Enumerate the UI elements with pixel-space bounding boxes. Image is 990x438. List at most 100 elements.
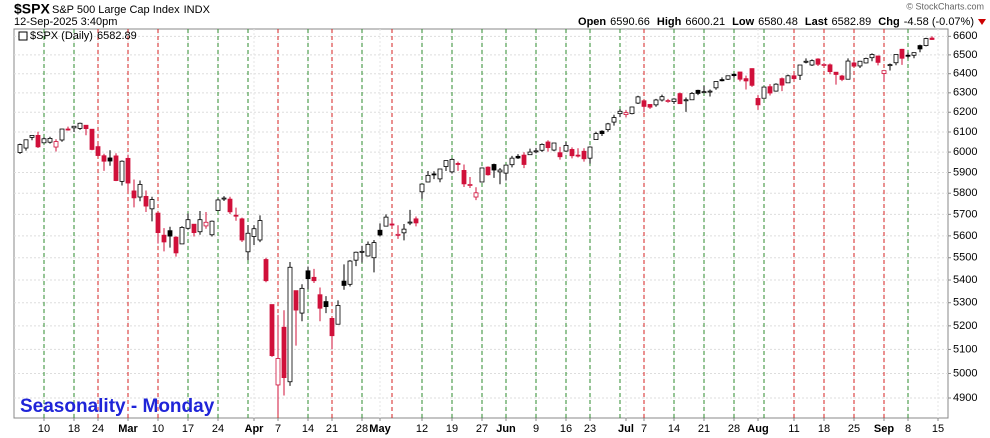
candle-body: [431, 173, 437, 176]
y-tick-label: 5300: [953, 297, 977, 309]
x-tick-label: Jul: [618, 423, 634, 435]
open-value: 6590.66: [610, 16, 650, 28]
candle-body: [29, 134, 35, 138]
candle-body: [779, 78, 785, 86]
candle-body: [677, 93, 683, 105]
candle-body: [323, 301, 329, 308]
candle-body: [905, 54, 911, 57]
candle-body: [419, 183, 425, 193]
candle-body: [185, 219, 191, 229]
candle-body: [809, 60, 815, 66]
x-tick-label: 24: [92, 423, 104, 435]
candle-body: [41, 138, 47, 144]
timestamp: 12-Sep-2025 3:40pm: [14, 16, 117, 28]
candle-body: [773, 83, 779, 92]
candle-body: [179, 227, 185, 245]
candle-body: [347, 260, 353, 285]
x-tick-label: 18: [818, 423, 830, 435]
x-tick-label: 11: [788, 423, 799, 435]
candle-body: [197, 219, 203, 233]
y-tick-label: 5500: [953, 252, 977, 264]
candle-body: [287, 266, 293, 383]
candle-body: [587, 146, 593, 159]
x-tick-label: 21: [326, 423, 338, 435]
candle-body: [929, 37, 935, 40]
x-tick-label: 15: [932, 423, 944, 435]
x-tick-label: 9: [533, 423, 539, 435]
x-tick-label: Apr: [245, 423, 265, 435]
y-tick-label: 6600: [953, 30, 977, 42]
candle-body: [509, 157, 515, 166]
candle-body: [821, 64, 827, 66]
x-tick-label: 10: [152, 423, 164, 435]
open-label: Open: [578, 16, 606, 28]
candle-body: [557, 152, 563, 158]
candle-body: [143, 195, 149, 207]
candle-body: [449, 158, 455, 173]
y-tick-label: 5700: [953, 208, 977, 220]
y-tick-label: 6100: [953, 126, 977, 138]
candle-body: [737, 71, 743, 80]
candle-body: [275, 358, 281, 386]
candle-body: [383, 216, 389, 227]
candle-body: [167, 230, 173, 237]
high-label: High: [657, 16, 682, 28]
candle-body: [659, 96, 665, 101]
candle-body: [317, 294, 323, 309]
candle-body: [329, 318, 335, 337]
down-arrow: [978, 19, 986, 25]
candle-body: [233, 214, 239, 217]
x-tick-label: 14: [302, 423, 314, 435]
candle-body: [785, 75, 791, 84]
candle-body: [671, 98, 677, 102]
candle-body: [299, 287, 305, 314]
low-label: Low: [732, 16, 754, 28]
candle-body: [563, 145, 569, 152]
candle-body: [617, 110, 623, 115]
candle-body: [515, 155, 521, 159]
legend-label: $SPX (Daily): [30, 30, 93, 42]
candle-body: [899, 48, 905, 59]
candle-body: [623, 112, 629, 116]
y-tick-label: 6400: [953, 68, 977, 80]
y-tick-label: 5900: [953, 166, 977, 178]
candle-body: [647, 104, 653, 108]
candle-body: [341, 280, 347, 286]
candle-body: [887, 64, 893, 67]
name: S&P 500 Large Cap Index: [52, 4, 180, 16]
candle-body: [305, 270, 311, 280]
candle-body: [467, 184, 473, 186]
x-tick-label: Sep: [874, 423, 894, 435]
candle-body: [221, 197, 227, 200]
candle-body: [893, 54, 899, 64]
annotation: Seasonality - Monday: [20, 396, 215, 417]
candle-body: [629, 106, 635, 115]
candle-body: [833, 71, 839, 75]
legend-swatch: [18, 31, 28, 41]
x-tick-label: 18: [68, 423, 80, 435]
y-tick-label: 6300: [953, 87, 977, 99]
candle-body: [257, 220, 263, 241]
candle-body: [359, 250, 365, 253]
y-tick-label: 6000: [953, 146, 977, 158]
candle-body: [593, 133, 599, 140]
exchange: INDX: [184, 4, 211, 16]
candle-body: [335, 305, 341, 325]
candle-body: [749, 68, 755, 86]
candle-body: [473, 192, 479, 198]
y-tick-label: 5600: [953, 230, 977, 242]
candle-body: [875, 55, 881, 63]
candle-body: [113, 155, 119, 181]
candle-body: [53, 141, 59, 148]
candle-body: [239, 218, 245, 241]
candle-body: [869, 54, 875, 59]
candle-body: [95, 146, 101, 156]
candle-body: [539, 144, 545, 151]
x-tick-label: May: [369, 423, 391, 435]
candle-body: [611, 117, 617, 123]
candle-body: [365, 243, 371, 257]
candle-body: [503, 164, 509, 174]
candle-body: [731, 73, 737, 77]
x-tick-label: 28: [728, 423, 740, 435]
